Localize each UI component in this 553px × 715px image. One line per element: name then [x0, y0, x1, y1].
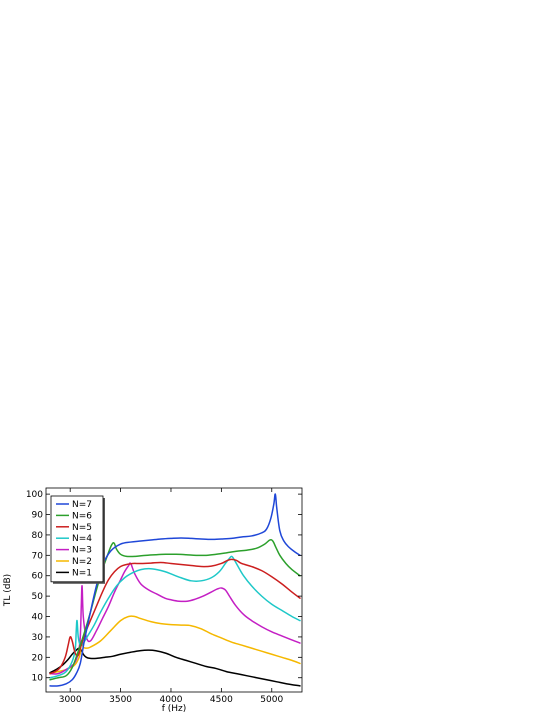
y-tick-label: 80 — [32, 531, 44, 541]
y-tick-label: 70 — [32, 551, 44, 561]
legend-label: N=1 — [72, 568, 92, 578]
legend-label: N=7 — [72, 500, 92, 510]
x-tick-label: 3500 — [109, 695, 132, 705]
legend-label: N=3 — [72, 546, 92, 556]
x-axis-label: f (Hz) — [162, 704, 187, 714]
y-tick-label: 50 — [32, 592, 44, 602]
legend: N=7N=6 N=5N=4 N=3N=2N=1 — [50, 495, 105, 584]
y-tick-label: 20 — [32, 653, 44, 663]
legend-label: N=4 — [72, 534, 92, 544]
legend-label: N=2 — [72, 557, 92, 567]
y-axis-label: TL (dB) — [3, 574, 13, 607]
series-line-n-5 — [49, 558, 301, 675]
series-line-n-2 — [49, 615, 301, 675]
series-line-n-3 — [49, 562, 301, 675]
ticks-layer: 3000 3500 4000 4500 5000 10 20 30 40 50 60 70 80 90 10… — [26, 488, 302, 705]
x-tick-label: 3000 — [59, 695, 82, 705]
series-line-n-1 — [49, 647, 301, 687]
legend-label: N=6 — [72, 511, 92, 521]
legend-label: N=5 — [72, 523, 92, 533]
y-tick-label: 10 — [32, 674, 44, 684]
x-tick-label: 4500 — [210, 695, 233, 705]
y-tick-label: 90 — [32, 511, 44, 521]
y-tick-label: 30 — [32, 633, 44, 643]
y-tick-label: 100 — [26, 490, 43, 500]
y-tick-label: 60 — [32, 572, 44, 582]
y-tick-label: 40 — [32, 613, 44, 623]
series-line-n-4 — [49, 555, 301, 679]
x-tick-label: 5000 — [260, 695, 283, 705]
series-line-n-7 — [49, 493, 301, 687]
series-layer — [49, 493, 301, 687]
x-tick-label: 4000 — [160, 695, 183, 705]
plot-frame — [45, 487, 303, 693]
